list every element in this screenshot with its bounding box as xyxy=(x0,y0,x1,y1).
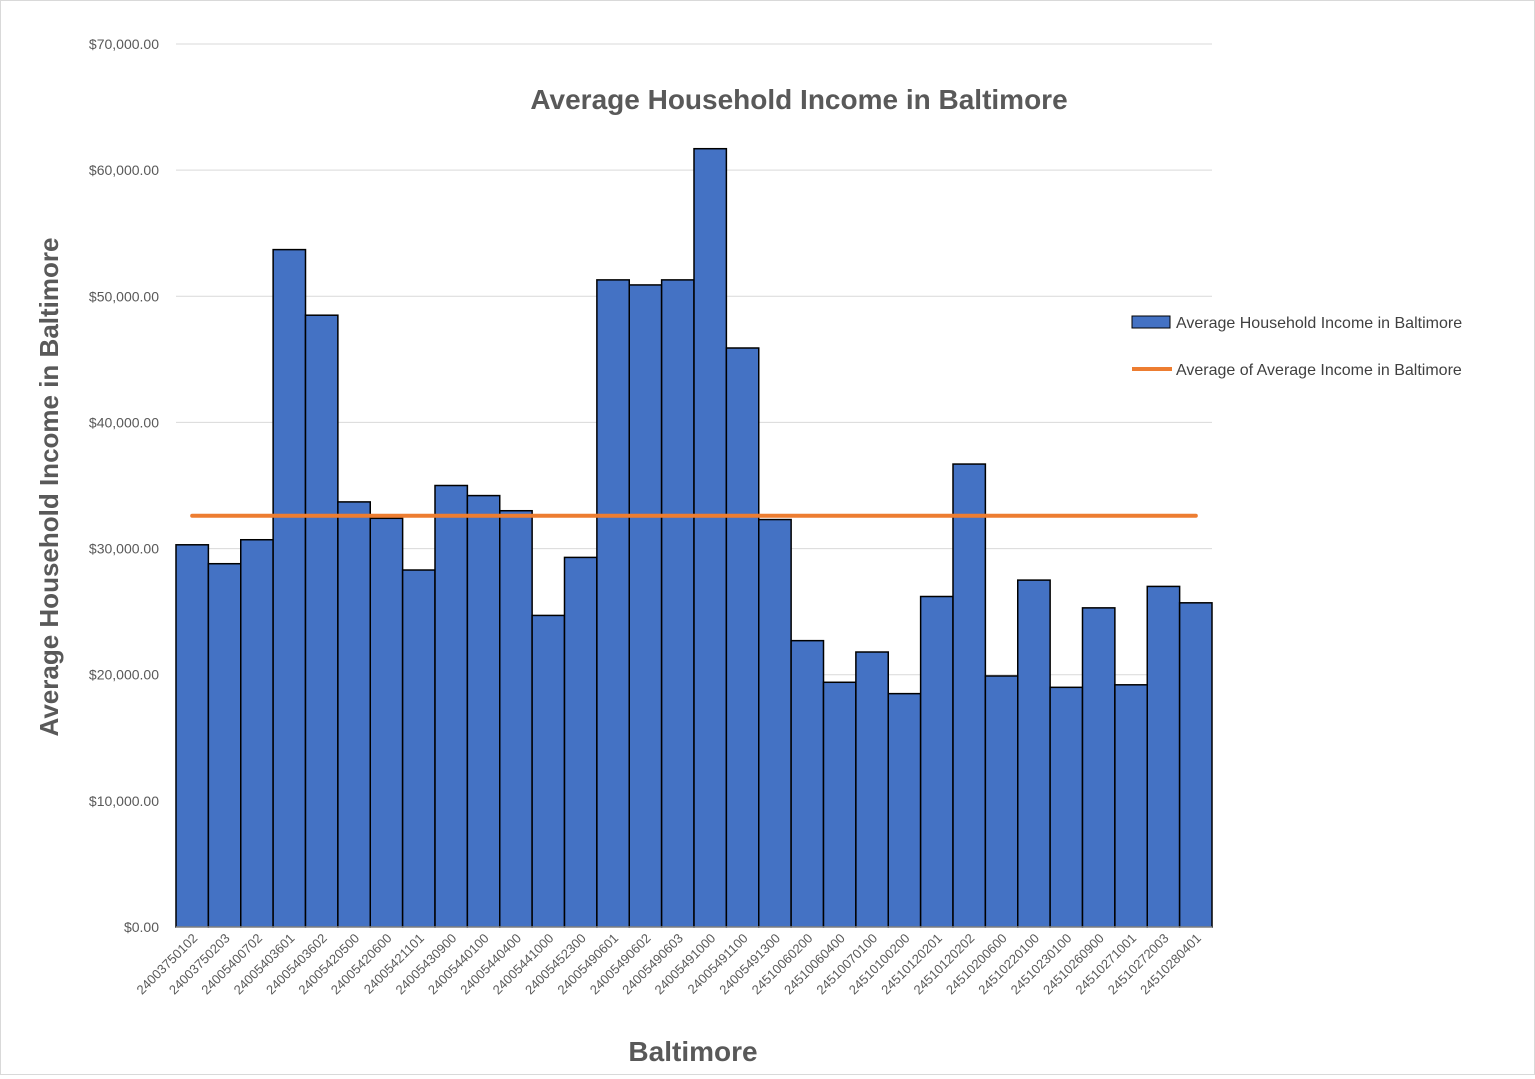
y-axis-label: Average Household Income in Baltimore xyxy=(34,238,64,737)
bar xyxy=(1114,684,1148,928)
bar xyxy=(304,314,339,928)
bar xyxy=(1017,579,1051,928)
y-tick-label: $30,000.00 xyxy=(89,541,159,557)
legend-label-line: Average of Average Income in Baltimore xyxy=(1176,362,1462,379)
y-tick-label: $60,000.00 xyxy=(89,162,159,178)
bar xyxy=(693,147,728,928)
legend-label-bar: Average Household Income in Baltimore xyxy=(1176,315,1462,332)
bar xyxy=(272,248,307,928)
bar xyxy=(1081,607,1116,928)
bar xyxy=(984,675,1019,928)
legend-swatch-bar xyxy=(1131,315,1171,329)
bar xyxy=(660,279,695,928)
bars xyxy=(175,147,1213,928)
bar xyxy=(952,463,987,928)
chart-title: Average Household Income in Baltimore xyxy=(530,84,1067,115)
bar xyxy=(790,639,825,928)
x-axis-ticks: 2400375010224003750203240054007022400540… xyxy=(133,931,1203,998)
y-tick-label: $50,000.00 xyxy=(89,288,159,304)
y-tick-label: $40,000.00 xyxy=(89,414,159,430)
bar xyxy=(1049,686,1084,928)
y-tick-label: $20,000.00 xyxy=(89,667,159,683)
bar xyxy=(466,494,501,928)
y-tick-label: $70,000.00 xyxy=(89,36,159,52)
bar xyxy=(337,501,371,928)
bar xyxy=(175,544,210,928)
bar xyxy=(499,509,533,928)
bar xyxy=(531,614,566,928)
bar xyxy=(822,681,857,928)
bar xyxy=(1178,602,1213,928)
x-axis-label: Baltimore xyxy=(628,1036,757,1067)
bar xyxy=(369,517,404,928)
y-tick-label: $10,000.00 xyxy=(89,793,159,809)
bar xyxy=(240,538,274,928)
bar xyxy=(563,556,598,928)
y-tick-label: $0.00 xyxy=(124,919,159,935)
bar xyxy=(207,562,242,928)
bar xyxy=(628,284,663,928)
y-axis-ticks: $0.00 $10,000.00 $20,000.00 $30,000.00 $40,0… xyxy=(89,36,159,935)
bar xyxy=(725,347,760,928)
bar xyxy=(758,518,792,928)
bar xyxy=(919,595,954,928)
bar xyxy=(434,484,469,928)
bar xyxy=(855,651,889,928)
bar xyxy=(1146,585,1181,928)
legend: Average Household Income in Baltimore Av… xyxy=(1131,315,1462,379)
bar xyxy=(596,279,630,928)
bar xyxy=(887,692,922,928)
bar xyxy=(401,569,436,928)
